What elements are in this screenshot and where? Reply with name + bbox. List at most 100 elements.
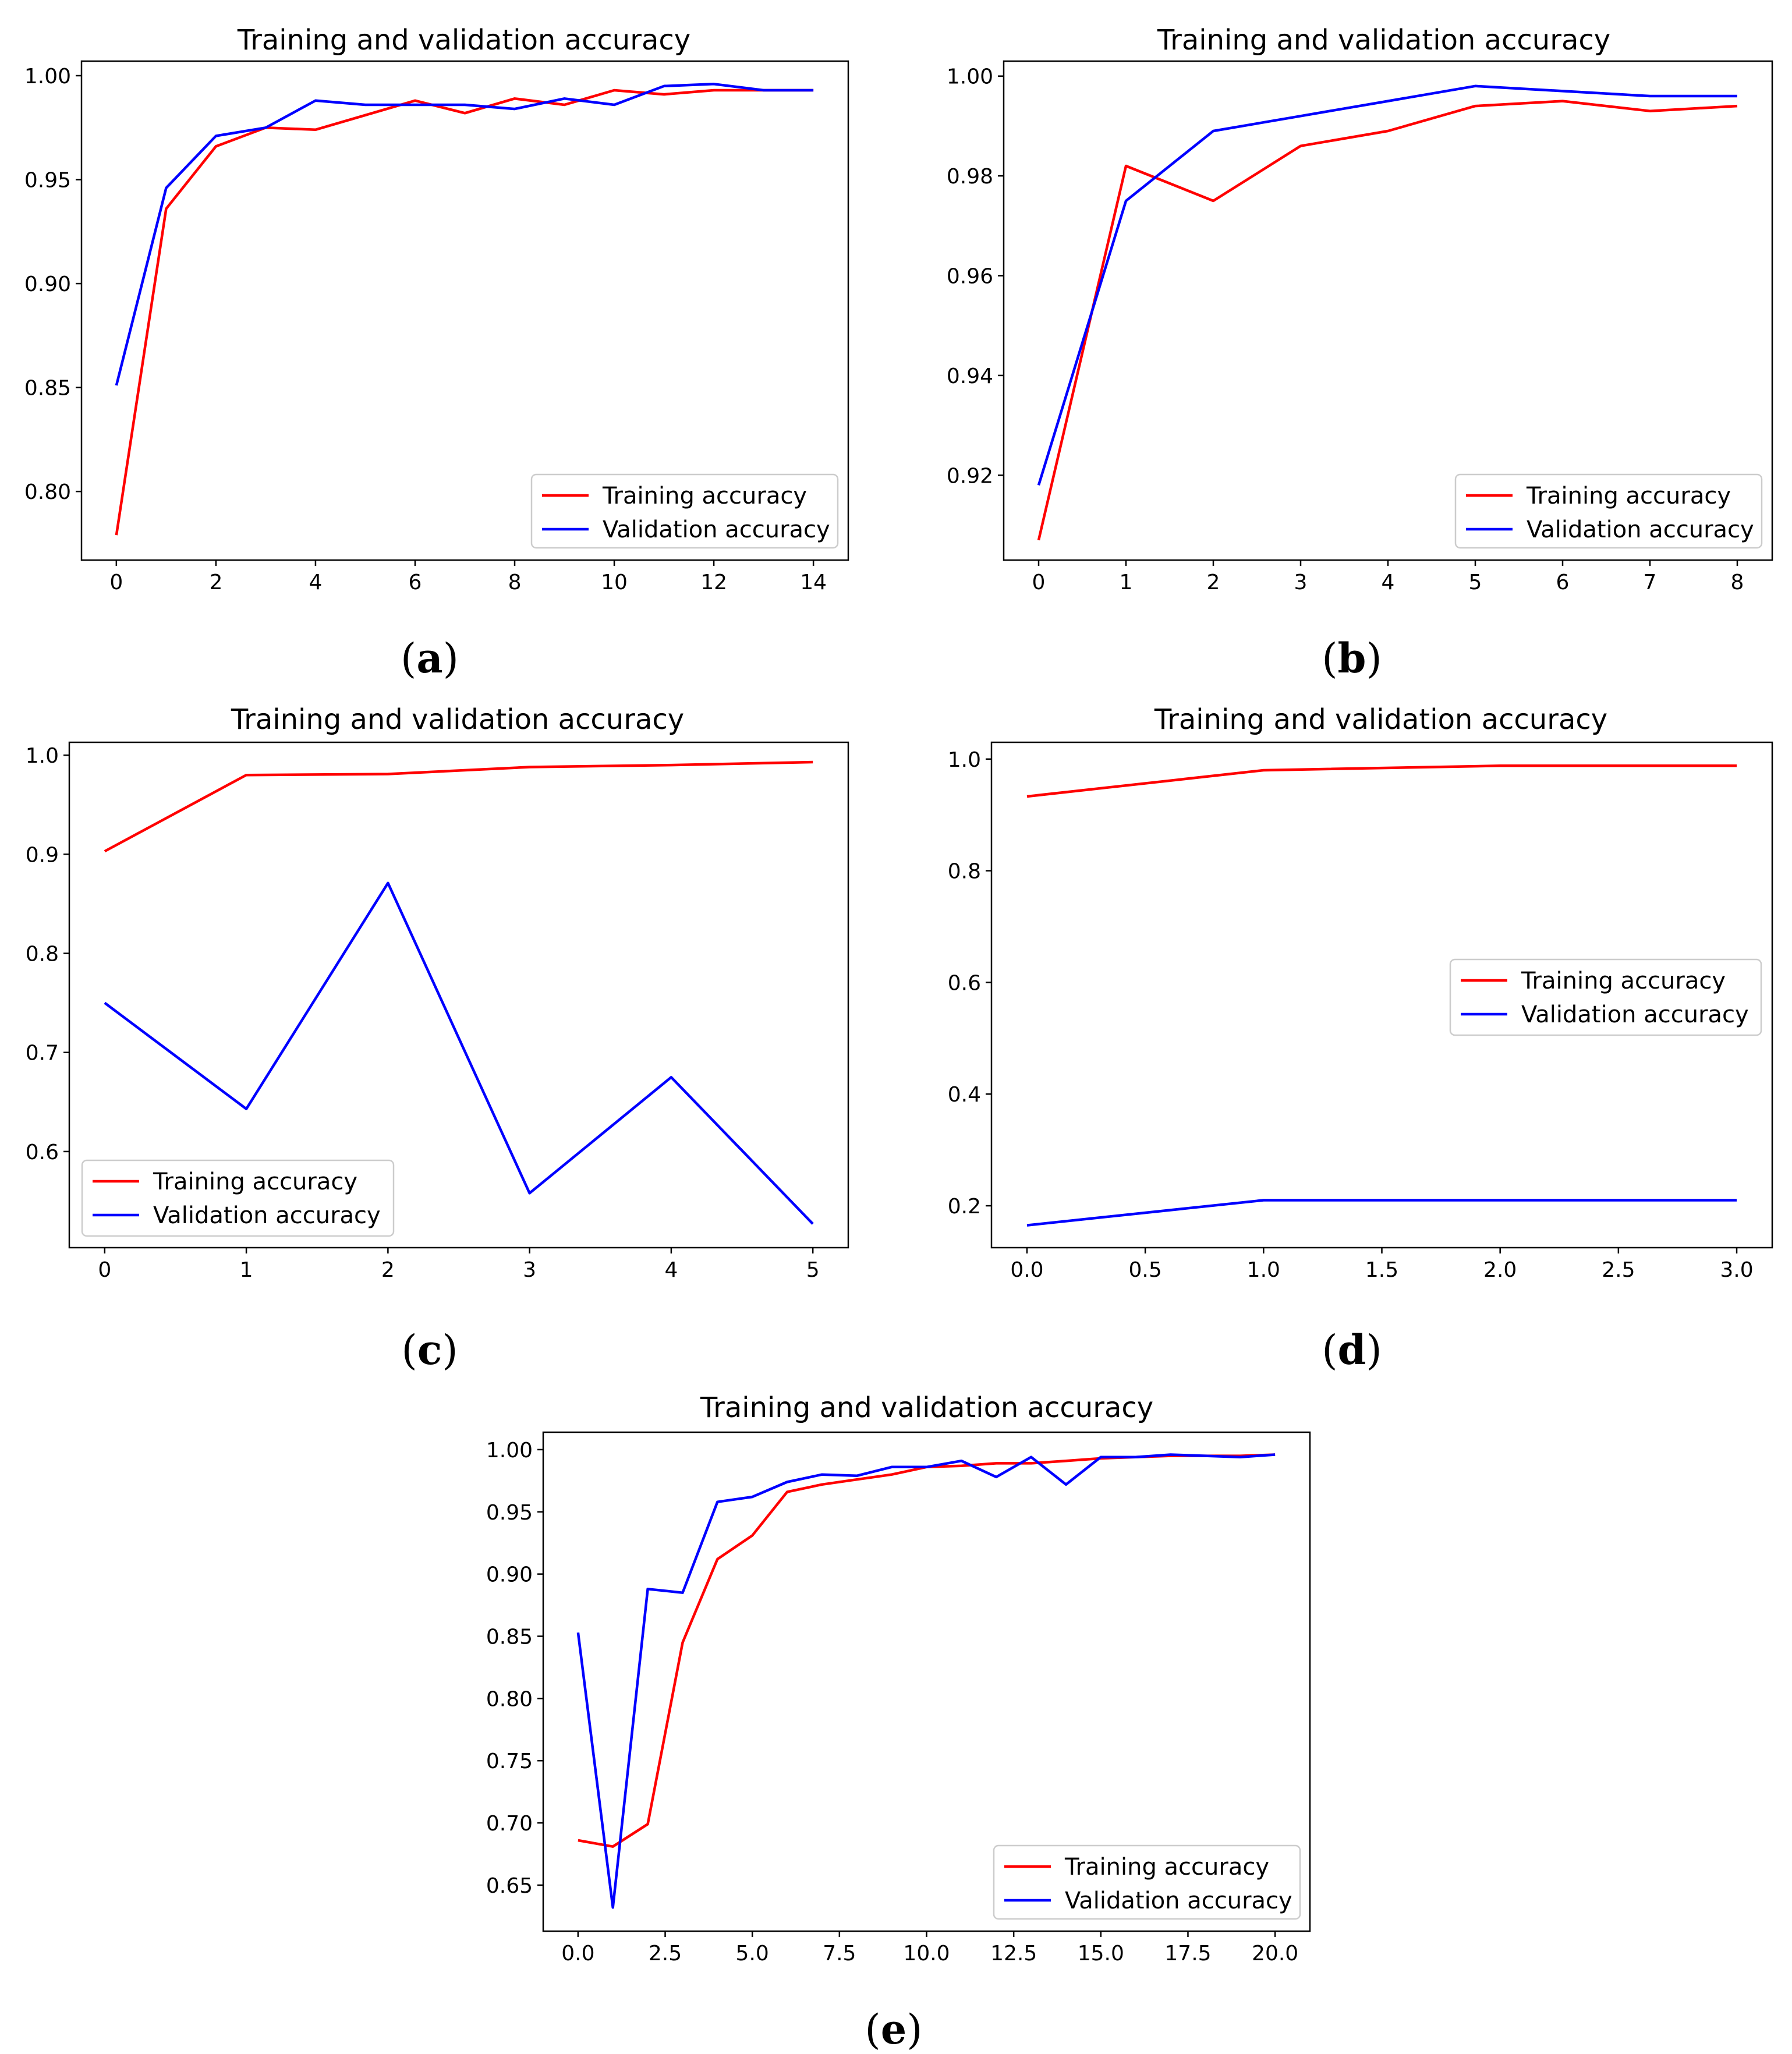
- x-tick-label: 2: [209, 571, 222, 594]
- y-tick-label: 0.98: [947, 165, 993, 189]
- y-tick-label: 0.85: [24, 377, 71, 401]
- y-tick-label: 1.00: [947, 65, 993, 89]
- x-tick-label: 8: [508, 571, 522, 594]
- x-tick-label: 2.5: [1602, 1258, 1635, 1282]
- legend-box: [993, 1844, 1301, 1920]
- x-tick-label: 15.0: [1078, 1942, 1124, 1966]
- series-line-training: [578, 1453, 1276, 1848]
- legend-label-training: Training accuracy: [1521, 968, 1726, 994]
- series-line-validation: [576, 1453, 1276, 1909]
- x-tick-label: 1.5: [1365, 1258, 1398, 1282]
- legend-label-training: Training accuracy: [1064, 1854, 1269, 1881]
- x-tick-label: 12: [700, 571, 727, 594]
- x-tick-label: 10.0: [903, 1942, 950, 1966]
- series-line-training: [1026, 764, 1737, 798]
- x-tick-label: 10: [601, 571, 628, 594]
- legend-label-validation: Validation accuracy: [603, 516, 830, 543]
- x-tick-label: 4: [1382, 571, 1395, 594]
- y-tick-label: 0.8: [26, 943, 59, 966]
- x-tick-label: 0.0: [1010, 1258, 1043, 1282]
- series-line-training: [115, 88, 814, 536]
- x-tick-label: 0: [109, 571, 123, 594]
- axes-frame: [68, 741, 849, 1249]
- y-tick-label: 0.94: [947, 364, 993, 388]
- series-line-training: [104, 760, 813, 853]
- x-tick-label: 6: [409, 571, 422, 594]
- y-tick-label: 0.95: [486, 1501, 533, 1525]
- y-tick-label: 0.8: [948, 860, 981, 884]
- legend-label-validation: Validation accuracy: [153, 1202, 381, 1229]
- y-tick-label: 0.6: [948, 971, 981, 995]
- y-tick-label: 1.0: [948, 748, 981, 772]
- series-line-validation: [104, 881, 814, 1225]
- y-tick-label: 0.4: [948, 1083, 981, 1107]
- chart-panel-c: Training and validation accuracy (c) 0 1 2…: [26, 703, 849, 1374]
- x-tick-label: 0: [98, 1258, 111, 1282]
- legend-label-training: Training accuracy: [153, 1168, 357, 1195]
- x-tick-label: 1.0: [1247, 1258, 1280, 1282]
- legend-box: [1454, 473, 1763, 549]
- chart-title: Training and validation accuracy: [237, 24, 690, 56]
- x-tick-label: 5: [806, 1258, 820, 1282]
- chart-title: Training and validation accuracy: [700, 1391, 1153, 1424]
- x-tick-label: 4: [664, 1258, 678, 1282]
- y-tick-label: 1.00: [486, 1439, 533, 1462]
- x-tick-label: 7: [1644, 571, 1657, 594]
- y-tick-label: 0.70: [486, 1812, 533, 1836]
- legend-label-validation: Validation accuracy: [1527, 516, 1754, 543]
- x-tick-label: 14: [800, 571, 827, 594]
- x-tick-label: 2.5: [649, 1942, 682, 1966]
- chart-title: Training and validation accuracy: [231, 703, 684, 736]
- x-tick-label: 17.5: [1164, 1942, 1211, 1966]
- y-tick-label: 0.96: [947, 265, 993, 289]
- y-tick-label: 0.95: [24, 169, 71, 193]
- caption-e: (e): [865, 2005, 922, 2053]
- x-tick-label: 12.5: [990, 1942, 1037, 1966]
- y-tick-label: 0.80: [486, 1687, 533, 1711]
- y-tick-label: 0.6: [26, 1141, 59, 1164]
- x-tick-label: 3: [523, 1258, 536, 1282]
- y-tick-label: 0.7: [26, 1042, 59, 1065]
- legend: Training accuracy Validation accuracy: [1454, 473, 1763, 549]
- y-tick-label: 0.90: [486, 1563, 533, 1587]
- x-tick-label: 20.0: [1252, 1942, 1298, 1966]
- legend-box: [81, 1159, 395, 1237]
- series-line-validation: [1026, 1199, 1737, 1227]
- caption-c: (c): [401, 1326, 458, 1374]
- x-tick-label: 6: [1556, 571, 1570, 594]
- legend: Training accuracy Validation accuracy: [1449, 958, 1762, 1036]
- x-tick-label: 2: [381, 1258, 395, 1282]
- y-tick-label: 0.2: [948, 1195, 981, 1219]
- legend-label-training: Training accuracy: [602, 483, 807, 509]
- y-tick-label: 0.9: [26, 843, 59, 867]
- series-line-validation: [115, 83, 814, 386]
- series-line-validation: [1037, 84, 1737, 486]
- x-tick-label: 0.5: [1129, 1258, 1162, 1282]
- x-tick-label: 4: [309, 571, 322, 594]
- y-tick-label: 0.65: [486, 1874, 533, 1898]
- y-tick-label: 0.92: [947, 464, 993, 488]
- chart-title: Training and validation accuracy: [1154, 703, 1607, 736]
- y-tick-label: 0.80: [24, 480, 71, 504]
- legend-label-validation: Validation accuracy: [1065, 1887, 1292, 1914]
- x-tick-label: 0.0: [561, 1942, 594, 1966]
- chart-title: Training and validation accuracy: [1157, 24, 1610, 56]
- y-tick-label: 1.00: [24, 65, 71, 88]
- x-tick-label: 5.0: [736, 1942, 769, 1966]
- chart-panel-d: Training and validation accuracy (d) 0.0…: [948, 703, 1773, 1374]
- caption-b: (b): [1322, 634, 1382, 682]
- legend: Training accuracy Validation accuracy: [993, 1844, 1301, 1920]
- caption-d: (d): [1322, 1326, 1382, 1374]
- x-tick-label: 1: [1120, 571, 1133, 594]
- x-tick-label: 2.0: [1483, 1258, 1517, 1282]
- axes-frame: [80, 60, 849, 561]
- x-tick-label: 1: [240, 1258, 253, 1282]
- y-tick-label: 0.90: [24, 272, 71, 296]
- chart-panel-b: Training and validation accuracy (b) 0 1 2…: [947, 24, 1773, 682]
- chart-panel-a: Training and validation accuracy (a) 0 2 4…: [24, 24, 849, 682]
- x-tick-label: 0: [1032, 571, 1046, 594]
- legend: Training accuracy Validation accuracy: [81, 1159, 395, 1237]
- y-tick-label: 0.75: [486, 1750, 533, 1773]
- legend-box: [1449, 958, 1762, 1036]
- legend: Training accuracy Validation accuracy: [530, 473, 839, 549]
